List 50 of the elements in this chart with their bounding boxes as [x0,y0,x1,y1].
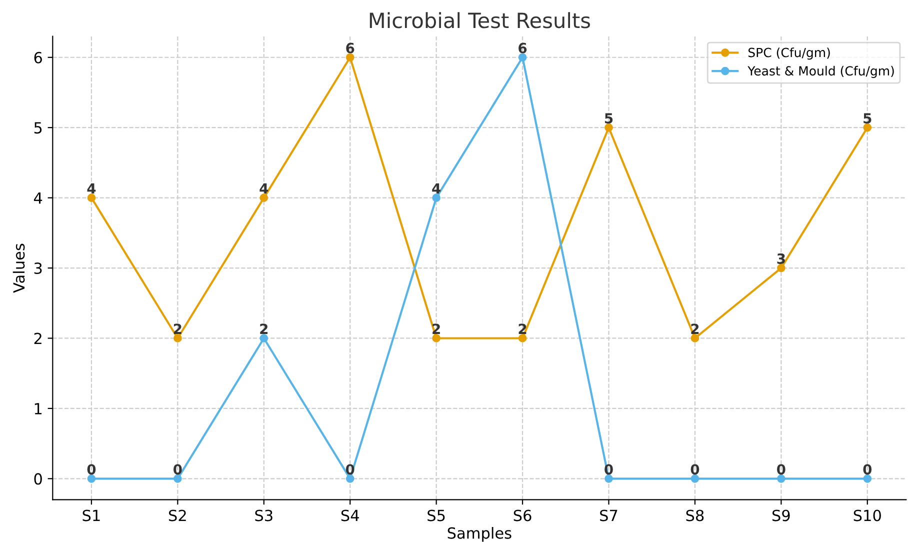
data-label: 0 [690,464,700,475]
data-label: 0 [174,464,182,475]
point [260,194,268,202]
y-tick-label: 5 [34,122,42,134]
y-tick-label: 0 [34,473,42,485]
x-tick-label: S8 [686,510,704,522]
data-label: 2 [174,324,182,334]
point [260,334,268,342]
data-label: 4 [260,183,268,194]
legend-label: SPC (Cfu/gm) [748,48,830,60]
point [87,194,96,202]
point [777,264,786,272]
data-label: 5 [864,113,872,124]
x-tick-label: S9 [772,510,790,522]
data-label: 0 [863,464,872,475]
x-tick-label: S5 [428,510,445,522]
point [604,123,613,132]
point [432,194,440,202]
point [518,334,527,342]
y-tick-label: 6 [34,52,42,64]
x-tick-label: S7 [600,510,618,522]
y-tick-label: 2 [34,332,42,344]
point [174,334,182,342]
x-tick-label: S1 [82,510,100,522]
point [518,53,527,62]
chart-title: Microbial Test Results [370,12,590,28]
data-label: 0 [87,464,96,475]
point [432,334,440,342]
x-tick-label: S6 [514,510,532,522]
point [690,334,700,342]
data-label: 5 [604,113,613,124]
y-tick-label: 1 [34,403,42,414]
data-label: 3 [777,253,785,264]
data-label: 4 [432,183,441,194]
data-label: 6 [518,42,527,54]
y-axis-title: Values [12,244,25,293]
data-label: 4 [87,183,96,194]
data-label: 2 [260,324,268,334]
y-tick-label: 3 [34,262,42,274]
x-axis-title: Samples [448,527,512,542]
point [346,53,354,62]
x-tick-label: S2 [168,510,186,522]
legend-label: Yeast & Mould (Cfu/gm) [748,66,894,78]
x-tick-label: S4 [341,510,359,522]
data-label: 0 [777,464,786,475]
data-label: 6 [346,42,354,54]
x-tick-label: S10 [854,510,881,522]
y-tick-label: 4 [34,192,42,204]
x-tick-label: S3 [255,510,272,522]
point [863,123,872,132]
